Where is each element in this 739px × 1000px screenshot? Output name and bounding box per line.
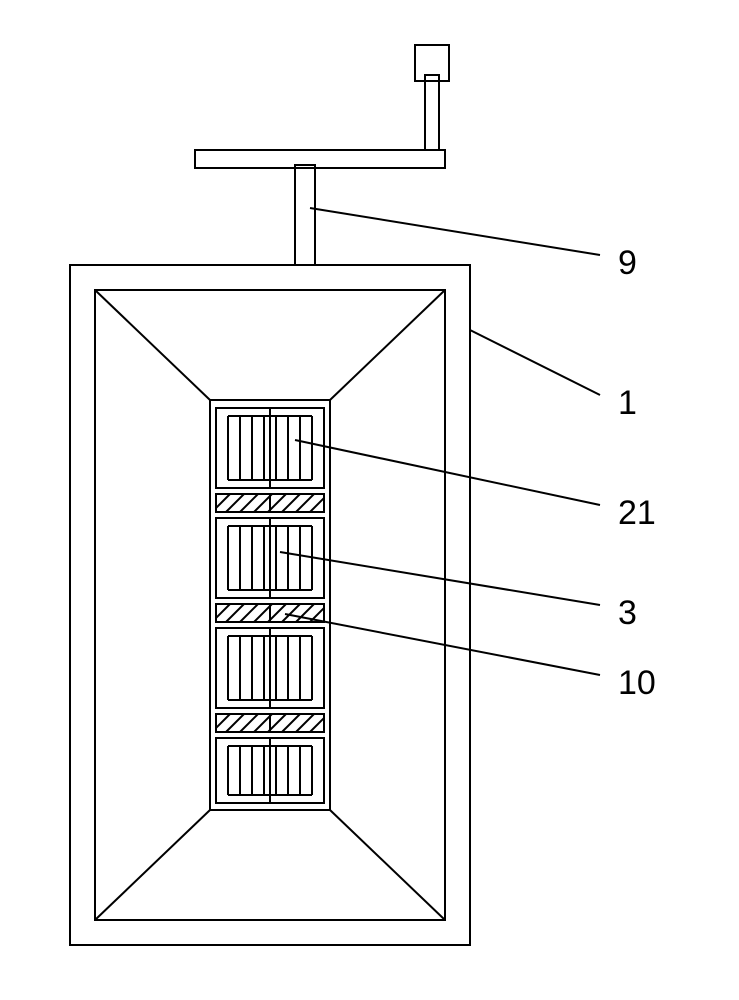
label-9: 9 — [618, 244, 637, 283]
label-3: 3 — [618, 594, 637, 633]
label-1: 1 — [618, 384, 637, 423]
label-10: 10 — [618, 664, 656, 703]
label-21: 21 — [618, 494, 656, 533]
